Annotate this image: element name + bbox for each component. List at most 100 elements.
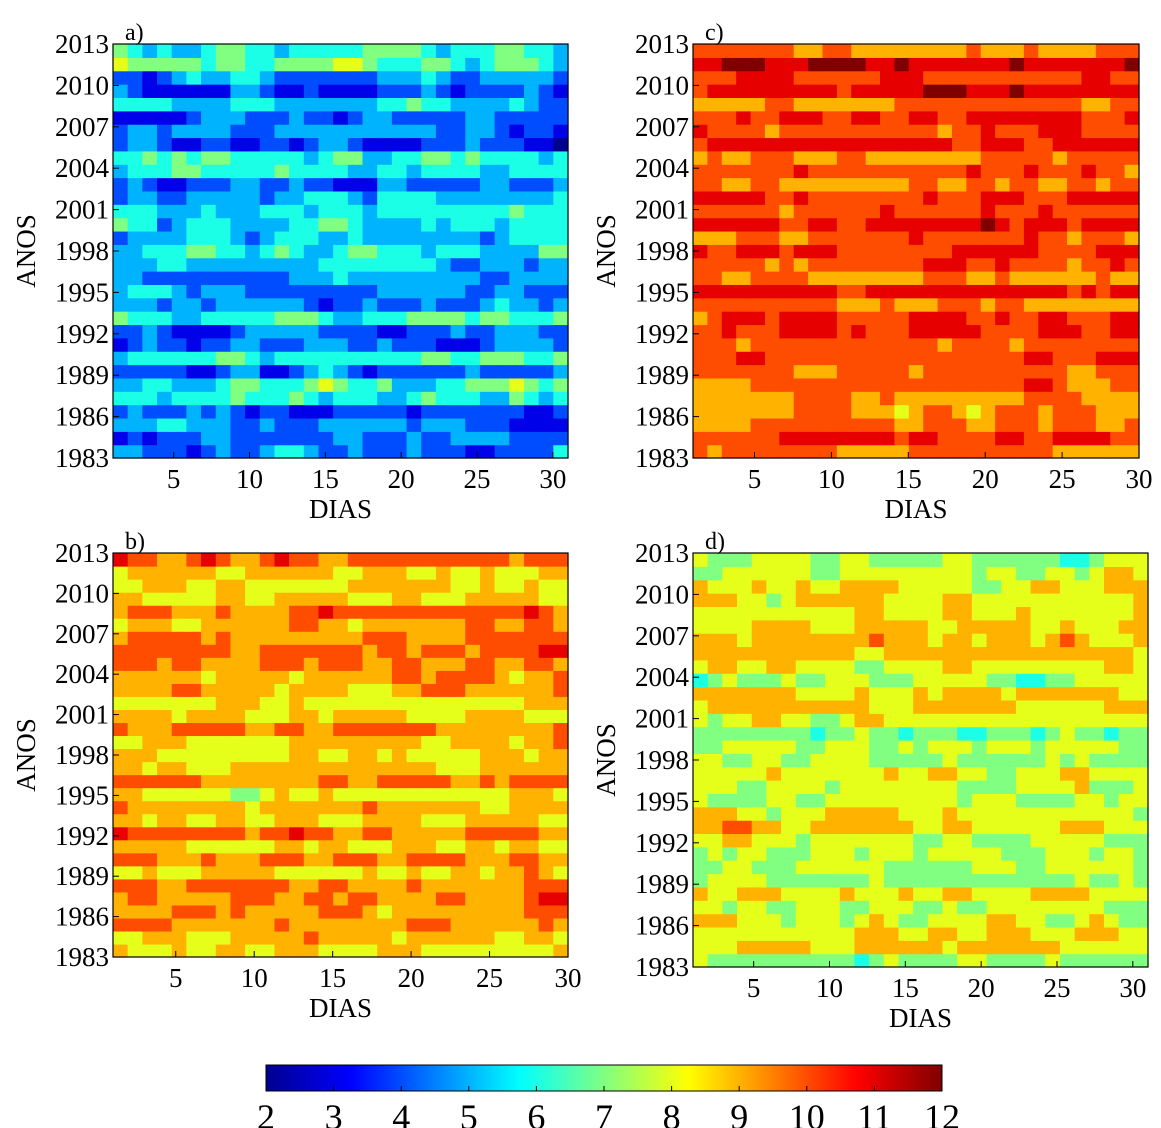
field-cell xyxy=(259,748,276,763)
field-cell xyxy=(707,377,723,392)
field-cell xyxy=(289,364,305,379)
field-cell xyxy=(494,217,510,232)
field-cell xyxy=(942,593,958,608)
field-cell xyxy=(1030,793,1046,808)
field-cell xyxy=(808,84,824,99)
field-cell xyxy=(750,271,766,285)
field-cell xyxy=(127,657,143,671)
field-cell xyxy=(722,833,738,848)
field-cell xyxy=(869,833,885,848)
field-cell xyxy=(923,271,939,285)
field-cell xyxy=(721,257,737,272)
field-cell xyxy=(362,943,378,958)
field-cell xyxy=(479,722,496,737)
field-cell xyxy=(957,713,973,728)
field-cell xyxy=(230,57,246,72)
field-cell xyxy=(750,311,766,326)
field-cell xyxy=(1059,646,1076,661)
field-cell xyxy=(1009,230,1025,245)
field-cell xyxy=(825,793,841,808)
field-cell xyxy=(289,709,305,724)
field-cell xyxy=(421,670,437,684)
field-cell xyxy=(980,297,996,312)
field-cell xyxy=(898,566,914,581)
field-cell xyxy=(1089,566,1105,581)
field-cell xyxy=(127,271,143,285)
field-cell xyxy=(333,431,349,446)
field-cell xyxy=(707,926,723,941)
field-cell xyxy=(230,391,246,406)
field-cell xyxy=(1009,311,1025,326)
field-cell xyxy=(750,190,766,205)
field-cell xyxy=(201,657,217,671)
field-cell xyxy=(186,164,202,179)
field-cell xyxy=(318,391,334,406)
field-cell xyxy=(245,644,261,658)
field-cell xyxy=(737,780,753,794)
field-cell xyxy=(793,150,809,165)
field-cell xyxy=(854,913,870,928)
y-tick-label: 1992 xyxy=(55,821,109,851)
panel-d: 5 10 15 20 25 3019831986198919921995199820012… xyxy=(591,529,1149,1033)
field-cell xyxy=(362,417,378,432)
field-cell xyxy=(707,164,723,179)
field-cell xyxy=(421,404,437,419)
field-cell xyxy=(274,878,290,893)
field-cell xyxy=(1067,377,1083,392)
field-cell xyxy=(1081,44,1097,58)
field-cell xyxy=(869,579,885,594)
field-cell xyxy=(795,953,812,968)
y-tick-label: 2010 xyxy=(635,579,689,609)
field-cell xyxy=(215,70,232,85)
field-cell xyxy=(377,404,393,419)
field-cell xyxy=(966,84,982,99)
field-cell xyxy=(523,284,540,299)
field-cell xyxy=(494,351,510,366)
field-cell xyxy=(245,204,261,219)
field-cell xyxy=(318,748,334,763)
field-cell xyxy=(1089,713,1105,728)
field-cell xyxy=(538,813,554,828)
field-cell xyxy=(127,190,143,205)
field-cell xyxy=(971,886,988,901)
field-cell xyxy=(795,553,812,567)
field-cell xyxy=(157,150,173,165)
field-cell xyxy=(274,644,290,658)
field-cell xyxy=(825,686,841,701)
field-cell xyxy=(538,337,554,352)
field-cell xyxy=(822,124,838,139)
field-cell xyxy=(435,297,452,312)
field-cell xyxy=(1133,619,1149,634)
field-cell xyxy=(113,696,129,710)
field-cell xyxy=(494,618,510,632)
field-cell xyxy=(883,753,900,768)
field-cell xyxy=(127,150,143,165)
field-cell xyxy=(923,97,939,112)
field-cell xyxy=(215,431,232,446)
field-cell xyxy=(509,644,525,658)
field-cell xyxy=(951,391,967,406)
field-cell xyxy=(435,177,452,192)
field-cell xyxy=(127,351,143,366)
field-cell xyxy=(274,657,290,671)
field-cell xyxy=(186,404,202,419)
x-tick-label: 25 xyxy=(1049,464,1076,494)
field-cell xyxy=(318,852,334,867)
field-cell xyxy=(764,70,780,85)
field-cell xyxy=(318,84,334,99)
field-cell xyxy=(259,930,276,945)
field-cell xyxy=(127,364,143,379)
field-cell xyxy=(913,886,929,901)
field-cell xyxy=(927,860,944,875)
field-cell xyxy=(391,735,408,750)
field-cell xyxy=(494,444,510,459)
field-cell xyxy=(1059,940,1076,955)
field-cell xyxy=(333,774,349,789)
field-cell xyxy=(957,686,973,701)
field-cell xyxy=(1095,70,1111,85)
field-cell xyxy=(880,57,896,72)
field-cell xyxy=(865,97,881,112)
field-cell xyxy=(274,377,290,392)
field-cell xyxy=(986,673,1002,688)
field-cell xyxy=(937,364,953,379)
